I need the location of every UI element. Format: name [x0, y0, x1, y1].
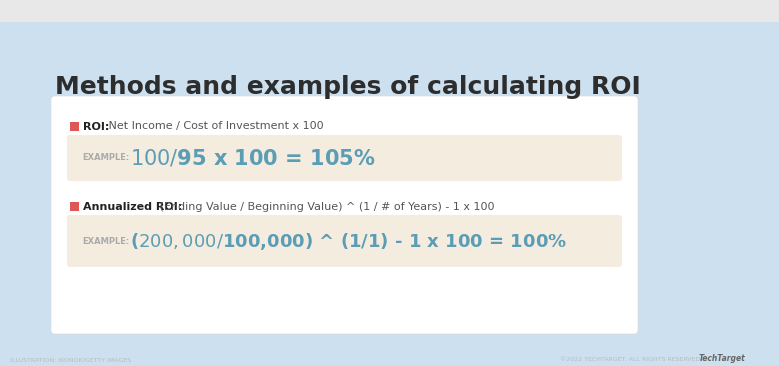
FancyBboxPatch shape: [67, 135, 622, 181]
Text: ©2022 TECHTARGET. ALL RIGHTS RESERVED.: ©2022 TECHTARGET. ALL RIGHTS RESERVED.: [560, 357, 702, 362]
Text: ILLUSTRATION: IKONOK/GETTY IMAGES: ILLUSTRATION: IKONOK/GETTY IMAGES: [10, 357, 131, 362]
Text: Methods and examples of calculating ROI: Methods and examples of calculating ROI: [55, 75, 641, 99]
Text: EXAMPLE:: EXAMPLE:: [82, 153, 129, 163]
Bar: [70, 202, 79, 211]
Bar: [70, 122, 79, 131]
Bar: [0, 0, 779, 22]
Text: ROI:: ROI:: [83, 122, 109, 131]
FancyBboxPatch shape: [67, 215, 622, 267]
FancyBboxPatch shape: [51, 96, 638, 334]
Text: TechTarget: TechTarget: [698, 354, 745, 363]
Text: EXAMPLE:: EXAMPLE:: [82, 236, 129, 246]
Text: Net Income / Cost of Investment x 100: Net Income / Cost of Investment x 100: [105, 122, 323, 131]
Text: $100 / $95 x 100 = 105%: $100 / $95 x 100 = 105%: [130, 147, 375, 168]
Text: Annualized ROI:: Annualized ROI:: [83, 202, 182, 212]
Text: ($200,000 / $100,000) ^ (1/1) - 1 x 100 = 100%: ($200,000 / $100,000) ^ (1/1) - 1 x 100 …: [130, 231, 567, 251]
Text: (Ending Value / Beginning Value) ^ (1 / # of Years) - 1 x 100: (Ending Value / Beginning Value) ^ (1 / …: [156, 202, 495, 212]
